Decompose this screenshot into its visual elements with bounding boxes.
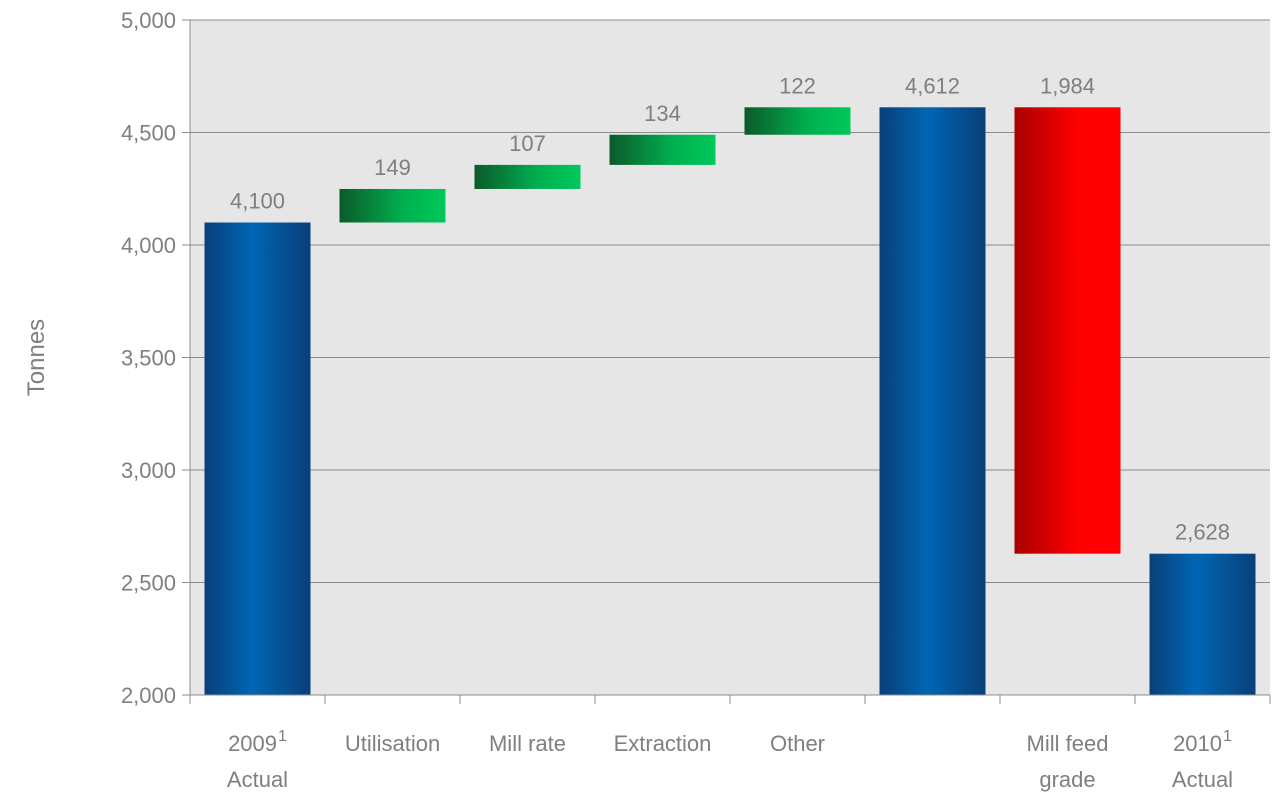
bar-increase — [744, 107, 851, 135]
bar-total — [1149, 553, 1256, 695]
bar-value-label: 2,628 — [1175, 520, 1230, 545]
y-tick-label: 4,000 — [121, 233, 176, 258]
footnote-marker: 1 — [1223, 728, 1232, 745]
x-category-label: Actual — [227, 767, 288, 792]
x-category-label: Extraction — [614, 731, 712, 756]
y-tick-label: 5,000 — [121, 8, 176, 33]
footnote-marker: 1 — [278, 728, 287, 745]
bar-value-label: 4,100 — [230, 189, 285, 214]
y-tick-label: 3,000 — [121, 458, 176, 483]
x-category-label: Mill rate — [489, 731, 566, 756]
bar-value-label: 107 — [509, 131, 546, 156]
bar-value-label: 1,984 — [1040, 73, 1095, 98]
y-tick-label: 2,000 — [121, 683, 176, 708]
bar-increase — [474, 164, 581, 189]
x-category-label: Other — [770, 731, 825, 756]
x-category-label: Actual — [1172, 767, 1233, 792]
x-category-label: Utilisation — [345, 731, 440, 756]
bar-total — [879, 107, 986, 696]
bar-value-label: 134 — [644, 101, 681, 126]
bar-value-label: 4,612 — [905, 73, 960, 98]
bars — [204, 107, 1256, 696]
y-tick-label: 2,500 — [121, 571, 176, 596]
x-category-label: 20101 — [1173, 728, 1232, 756]
bar-increase — [609, 134, 716, 165]
x-category-label: grade — [1039, 767, 1095, 792]
y-tick-label: 4,500 — [121, 121, 176, 146]
bar-value-labels: 4,100 149 107 134 122 4,612 1,984 2,628 — [230, 73, 1230, 544]
bar-value-label: 149 — [374, 155, 411, 180]
bar-value-label: 122 — [779, 73, 816, 98]
bar-increase — [339, 188, 446, 223]
bar-decrease — [1014, 107, 1121, 554]
y-axis-label: Tonnes — [23, 319, 50, 396]
y-tick-labels: 2,000 2,500 3,000 3,500 4,000 4,500 5,000 — [121, 8, 176, 708]
x-category-label: Mill feed — [1027, 731, 1109, 756]
axes — [182, 19, 1271, 704]
x-category-label: 20091 — [228, 728, 287, 756]
x-category-labels: 20091 Actual Utilisation Mill rate Extractio… — [227, 728, 1233, 792]
bar-total — [204, 222, 311, 695]
y-tick-label: 3,500 — [121, 346, 176, 371]
